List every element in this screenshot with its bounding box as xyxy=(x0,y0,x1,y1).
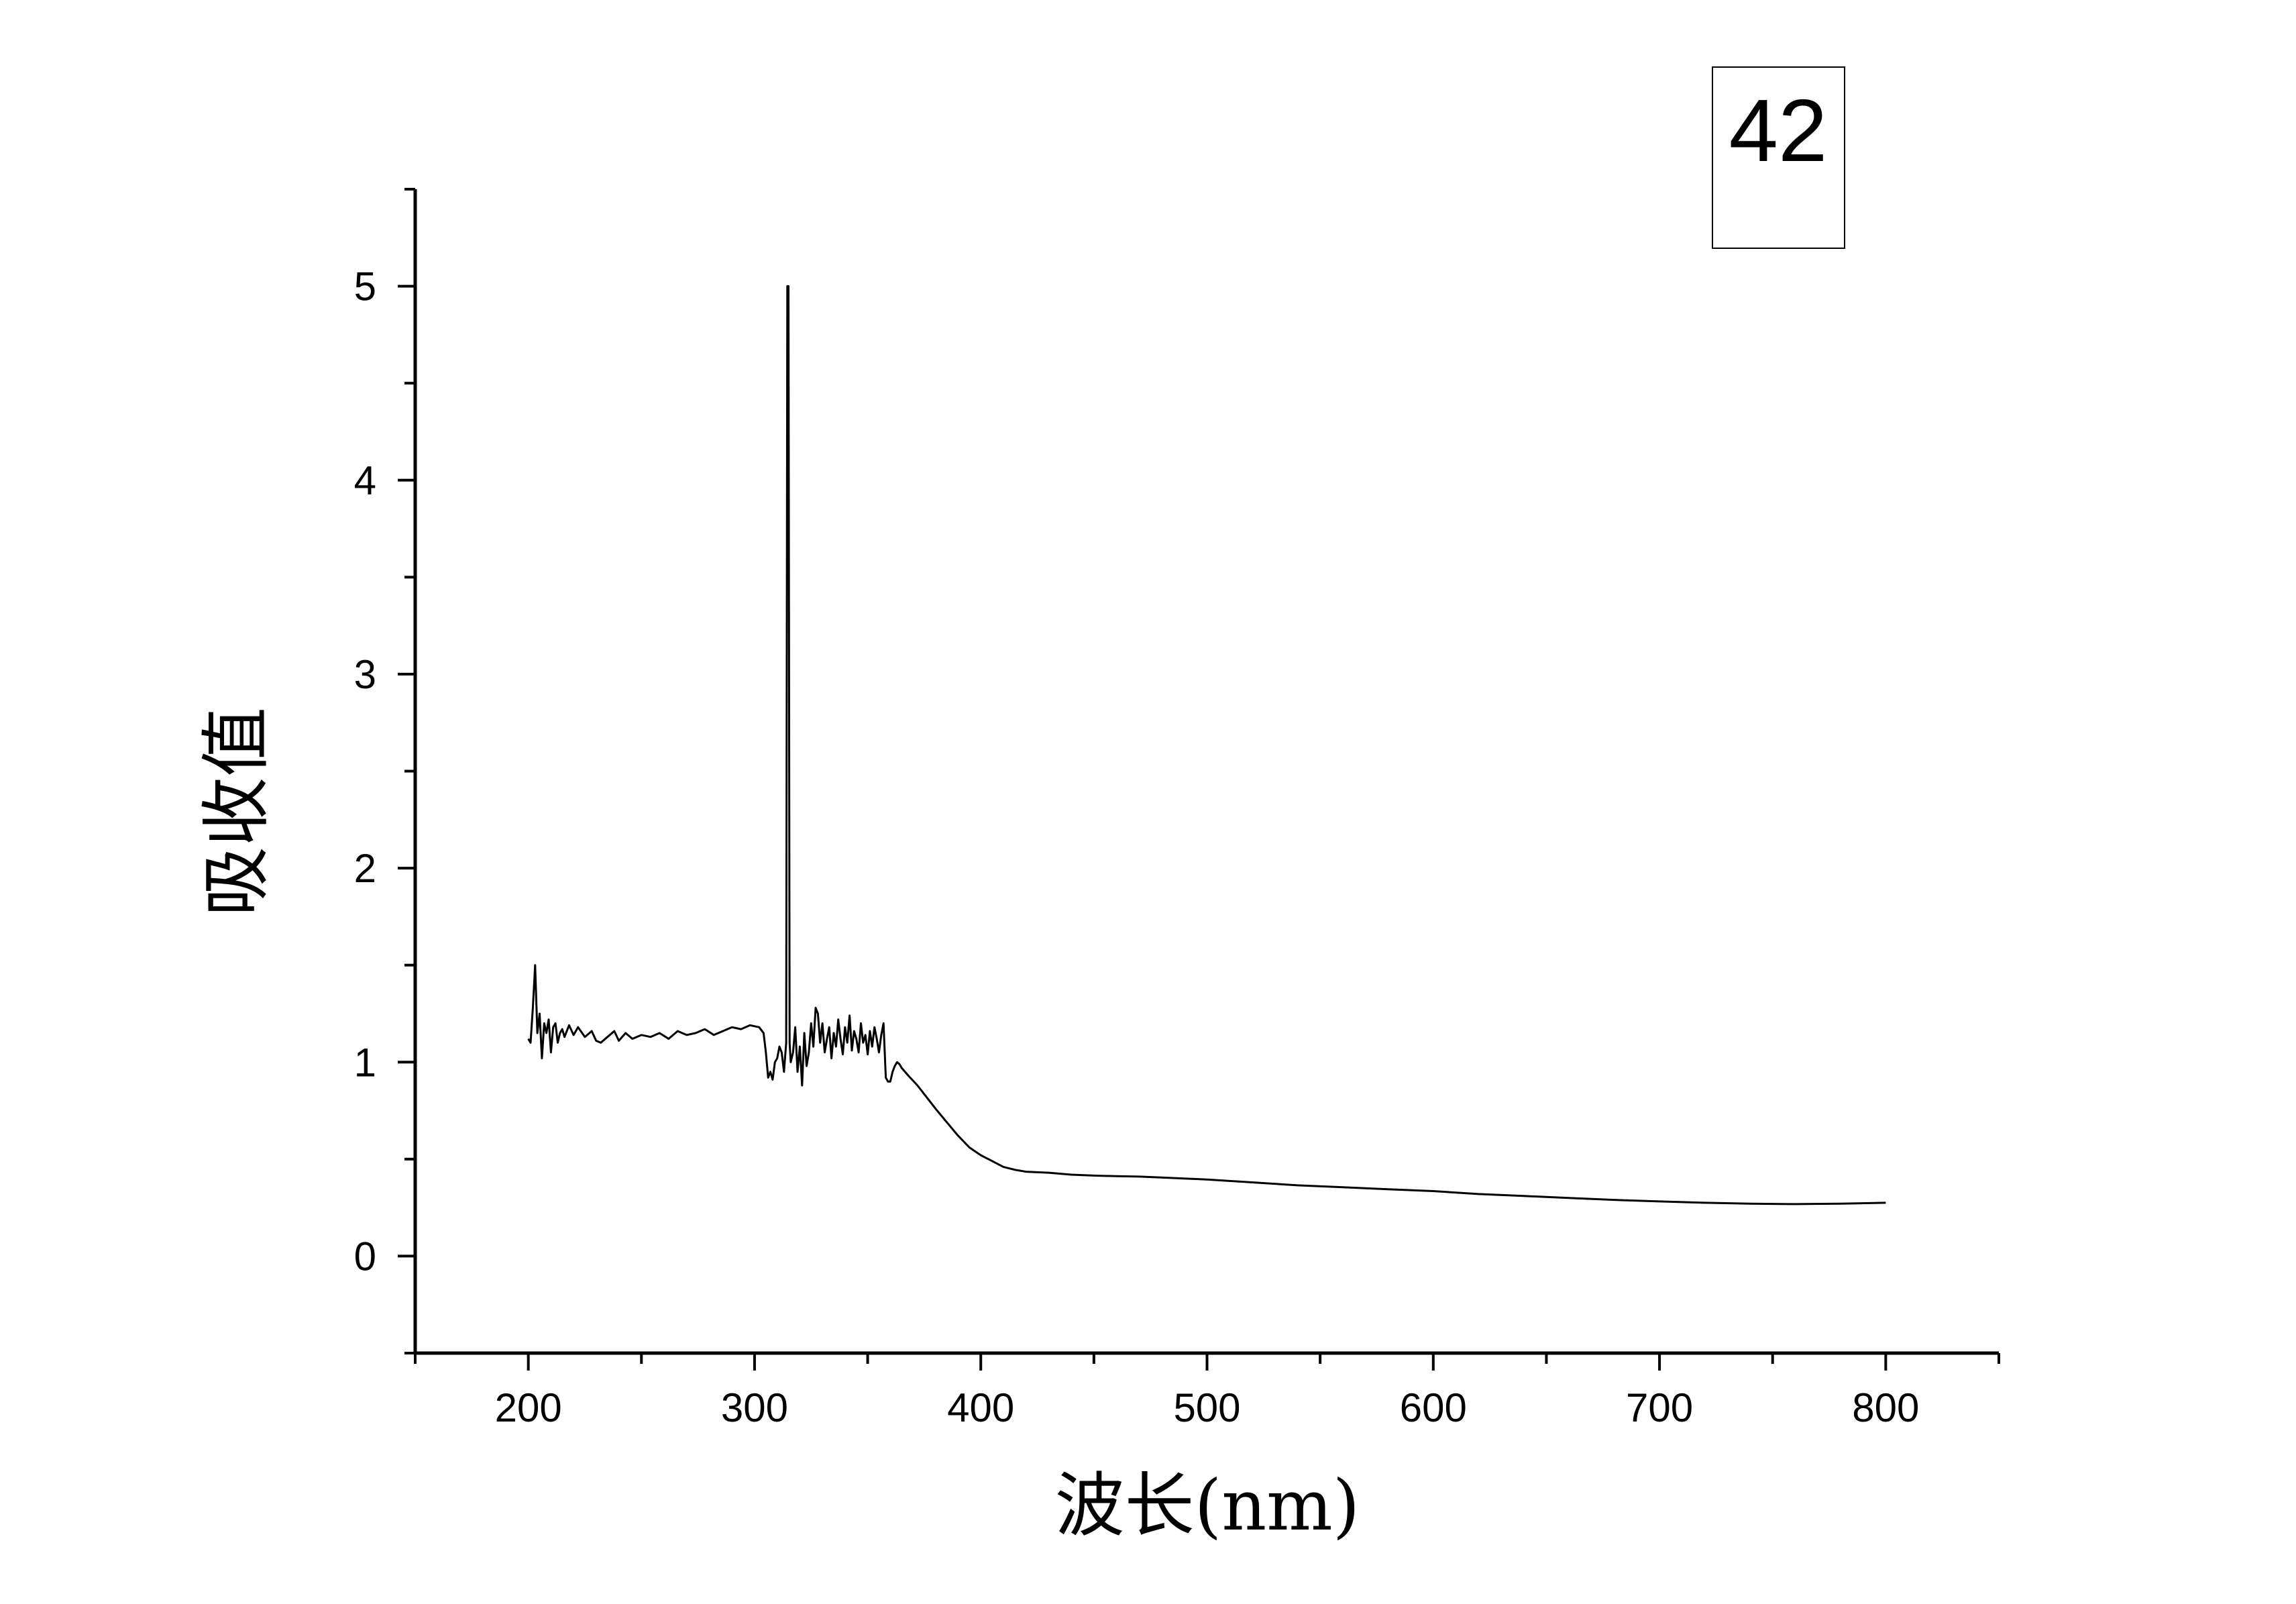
y-tick-label: 4 xyxy=(354,458,376,503)
label-box-frame xyxy=(1712,66,1845,249)
y-tick-label: 3 xyxy=(354,652,376,697)
label-box: 42 xyxy=(1712,66,1845,249)
x-tick-label: 400 xyxy=(947,1385,1014,1430)
label-box-text: 42 xyxy=(1729,81,1828,180)
y-tick-label: 1 xyxy=(354,1040,376,1085)
y-axis-title: 吸收值 xyxy=(195,707,277,916)
y-tick-label: 2 xyxy=(354,846,376,891)
series-layer xyxy=(527,285,1886,1206)
x-tick-label: 300 xyxy=(721,1385,788,1430)
x-tick-label: 200 xyxy=(495,1385,562,1430)
y-tick-label: 5 xyxy=(354,264,376,309)
x-tick-label: 800 xyxy=(1852,1385,1919,1430)
x-axis-title: 波长(nm) xyxy=(1055,1464,1360,1546)
y-tick-label: 0 xyxy=(354,1234,376,1279)
x-tick-label: 700 xyxy=(1626,1385,1693,1430)
series-line xyxy=(527,285,1886,1206)
x-tick-label: 600 xyxy=(1400,1385,1467,1430)
x-tick-label: 500 xyxy=(1173,1385,1240,1430)
x-axis-ticks: 200 300 400 500 600 700 800 xyxy=(414,1353,2000,1430)
y-axis-ticks: 0 1 2 3 4 5 xyxy=(354,188,415,1354)
